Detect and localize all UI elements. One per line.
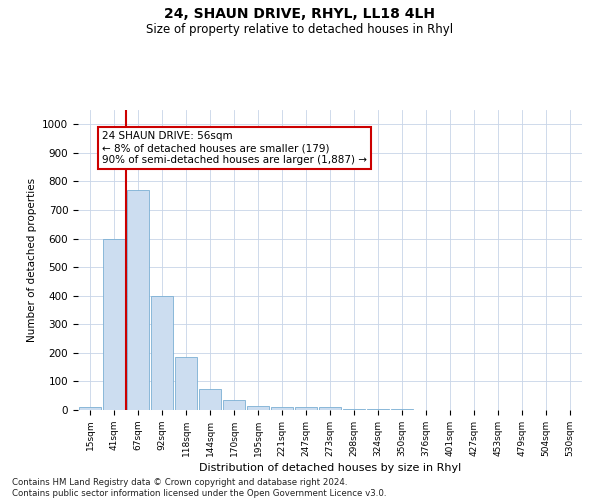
Bar bbox=[319, 407, 341, 410]
Text: 24, SHAUN DRIVE, RHYL, LL18 4LH: 24, SHAUN DRIVE, RHYL, LL18 4LH bbox=[164, 8, 436, 22]
Bar bbox=[343, 408, 365, 410]
Bar bbox=[247, 406, 269, 410]
X-axis label: Distribution of detached houses by size in Rhyl: Distribution of detached houses by size … bbox=[199, 463, 461, 473]
Bar bbox=[223, 400, 245, 410]
Bar bbox=[295, 406, 317, 410]
Bar bbox=[271, 407, 293, 410]
Text: Contains HM Land Registry data © Crown copyright and database right 2024.
Contai: Contains HM Land Registry data © Crown c… bbox=[12, 478, 386, 498]
Bar bbox=[127, 190, 149, 410]
Text: 24 SHAUN DRIVE: 56sqm
← 8% of detached houses are smaller (179)
90% of semi-deta: 24 SHAUN DRIVE: 56sqm ← 8% of detached h… bbox=[102, 132, 367, 164]
Y-axis label: Number of detached properties: Number of detached properties bbox=[26, 178, 37, 342]
Bar bbox=[175, 357, 197, 410]
Bar bbox=[103, 238, 125, 410]
Bar bbox=[367, 409, 389, 410]
Text: Size of property relative to detached houses in Rhyl: Size of property relative to detached ho… bbox=[146, 22, 454, 36]
Bar bbox=[79, 406, 101, 410]
Bar bbox=[199, 388, 221, 410]
Bar bbox=[151, 296, 173, 410]
